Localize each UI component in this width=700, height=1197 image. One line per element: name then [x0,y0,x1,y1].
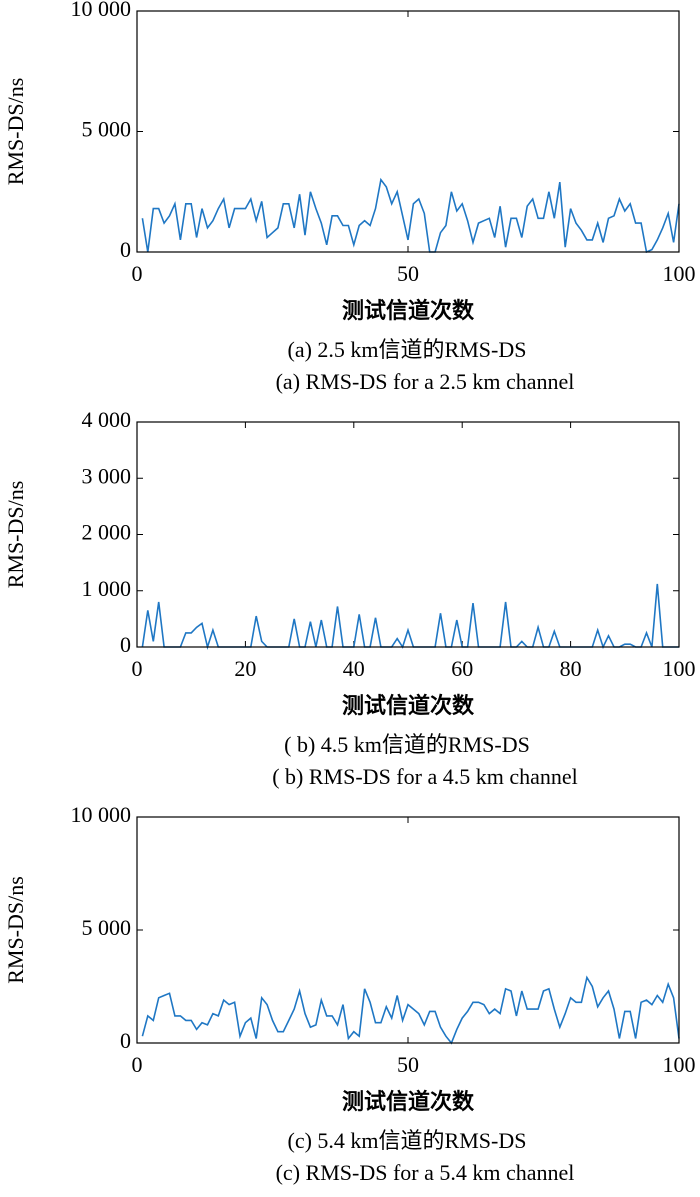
data-line [141,177,680,254]
x-tick-label: 50 [397,1052,419,1077]
y-tick-label: 0 [120,237,131,262]
x-tick-label: 80 [560,656,582,681]
y-tick-label: 0 [120,632,131,657]
y-axis-label: RMS-DS/ns [3,78,28,186]
y-tick-label: 10 000 [71,0,132,21]
caption-en: (a) RMS-DS for a 2.5 km channel [276,369,575,394]
axes-box [136,421,680,648]
x-tick-label: 60 [451,656,473,681]
x-tick-label: 100 [663,656,696,681]
y-axis-label: RMS-DS/ns [3,481,28,589]
caption-en: (c) RMS-DS for a 5.4 km channel [276,1160,575,1185]
y-tick-label: 2 000 [82,520,132,545]
x-tick-label: 100 [663,1052,696,1077]
data-line [141,583,679,651]
caption-cn: (a) 2.5 km信道的RMS-DS [288,337,527,362]
caption-en: ( b) RMS-DS for a 4.5 km channel [272,764,578,789]
y-tick-label: 3 000 [82,463,132,488]
y-tick-label: 0 [120,1028,131,1053]
y-tick-label: 10 000 [71,802,132,827]
y-tick-label: 4 000 [82,407,132,432]
x-tick-label: 20 [234,656,256,681]
x-axis-label: 测试信道次数 [342,1089,475,1115]
y-tick-label: 5 000 [82,117,132,142]
y-tick-label: 5 000 [82,915,132,940]
x-tick-label: 50 [397,261,419,286]
x-tick-label: 0 [132,656,143,681]
caption-cn: ( b) 4.5 km信道的RMS-DS [284,732,530,757]
x-axis-label: 测试信道次数 [342,298,475,324]
y-tick-label: 1 000 [82,576,132,601]
x-tick-label: 100 [663,261,696,286]
axes-box [136,10,680,253]
data-line [141,975,680,1045]
caption-cn: (c) 5.4 km信道的RMS-DS [288,1128,527,1153]
x-axis-label: 测试信道次数 [342,693,475,719]
y-axis-label: RMS-DS/ns [3,876,28,984]
x-tick-label: 40 [343,656,365,681]
axes-box [136,816,680,1044]
x-tick-label: 0 [132,1052,143,1077]
x-tick-label: 0 [132,261,143,286]
